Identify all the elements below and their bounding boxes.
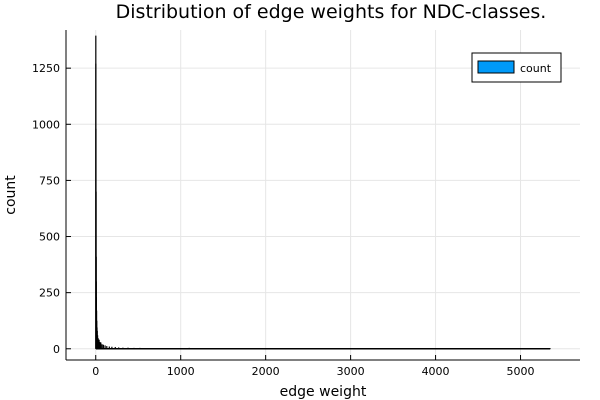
y-ticks: 0 250 500 750 1000 1250	[32, 62, 71, 356]
y-tick-label-500: 500	[39, 231, 60, 244]
legend-label-count: count	[520, 62, 552, 75]
chart-title: Distribution of edge weights for NDC-cla…	[116, 1, 547, 23]
x-tick-label-5000: 5000	[507, 365, 535, 378]
x-ticks: 0 1000 2000 3000 4000 5000	[92, 355, 535, 378]
y-tick-label-1250: 1250	[32, 62, 60, 75]
x-tick-label-2000: 2000	[252, 365, 280, 378]
histogram-bars	[95, 35, 551, 350]
y-tick-label-750: 750	[39, 174, 60, 187]
x-tick-label-0: 0	[92, 365, 99, 378]
y-tick-label-0: 0	[53, 343, 60, 356]
grid-lines	[66, 30, 580, 360]
x-tick-label-4000: 4000	[422, 365, 450, 378]
x-tick-label-3000: 3000	[337, 365, 365, 378]
x-axis-label: edge weight	[280, 384, 367, 400]
legend: count	[471, 52, 562, 83]
x-tick-label-1000: 1000	[167, 365, 195, 378]
y-tick-label-1000: 1000	[32, 118, 60, 131]
legend-swatch-count	[477, 60, 515, 74]
y-axis-label: count	[3, 175, 19, 215]
y-tick-label-250: 250	[39, 287, 60, 300]
